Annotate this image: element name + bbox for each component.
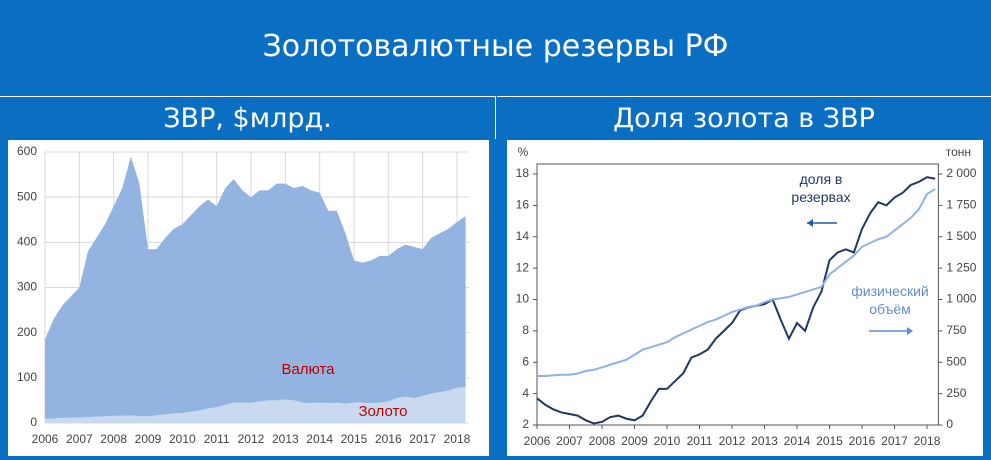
y2-tick-label: 750 — [946, 323, 966, 337]
x-tick-label: 2006 — [524, 434, 551, 448]
y-tick-label: 12 — [516, 260, 530, 274]
y-axis-label: % — [518, 145, 529, 159]
arrow-head — [907, 327, 913, 335]
x-tick-label: 2016 — [849, 434, 876, 448]
y-tick-label: 10 — [516, 292, 530, 306]
x-tick-label: 2014 — [306, 432, 333, 446]
x-tick-label: 2010 — [654, 434, 681, 448]
series-label: Валюта — [281, 361, 335, 378]
y2-tick-label: 2 000 — [946, 166, 976, 180]
panel-title: ЗВР, $млрд. — [0, 96, 496, 139]
x-tick-label: 2011 — [687, 434, 713, 448]
y-tick-label: 6 — [522, 354, 529, 368]
panel-title: Доля золота в ЗВР — [497, 96, 991, 139]
y-tick-label: 400 — [17, 235, 37, 249]
y-tick-label: 8 — [522, 323, 529, 337]
arrow-head — [807, 219, 813, 227]
y-tick-label: 16 — [516, 198, 530, 212]
x-tick-label: 2008 — [100, 432, 127, 446]
series-label: физический объём — [851, 283, 929, 317]
x-tick-label: 2008 — [589, 434, 616, 448]
y2-tick-label: 250 — [946, 386, 966, 400]
chart: 2 4 6 8 10 12 14 16 18 0 250 500 750 1 000 1 250 1 500 1… — [516, 145, 977, 448]
x-tick-label: 2007 — [66, 432, 93, 446]
x-tick-label: 2017 — [881, 434, 908, 448]
y2-tick-label: 500 — [946, 354, 966, 368]
x-tick-label: 2010 — [169, 432, 196, 446]
x-tick-label: 2009 — [135, 432, 162, 446]
series-label: Золото — [358, 403, 407, 420]
plot-frame — [536, 163, 939, 426]
chart: 0 100 200 300 400 500 600 2006 2007 2008 2009 2010 2… — [17, 144, 471, 446]
series-label: доля в резервах — [791, 171, 851, 205]
x-tick-label: 2018 — [444, 432, 471, 446]
x-tick-label: 2013 — [272, 432, 299, 446]
y-tick-label: 600 — [17, 144, 37, 158]
y2-tick-label: 1 500 — [946, 229, 976, 243]
y-tick-label: 500 — [17, 189, 37, 203]
y2-axis-label: тонн — [946, 145, 971, 159]
y2-tick-label: 0 — [946, 417, 953, 431]
y-tick-label: 0 — [30, 415, 37, 429]
panel: 2 4 6 8 10 12 14 16 18 0 250 500 750 1 000 1 250 1 500 1… — [507, 140, 983, 456]
x-tick-label: 2009 — [621, 434, 648, 448]
x-tick-label: 2013 — [751, 434, 778, 448]
area — [45, 156, 466, 419]
x-tick-label: 2018 — [914, 434, 941, 448]
y-tick-label: 4 — [522, 386, 529, 400]
x-tick-label: 2015 — [816, 434, 843, 448]
y2-tick-label: 1 000 — [946, 292, 976, 306]
y-tick-label: 18 — [516, 166, 530, 180]
y-tick-label: 100 — [17, 370, 37, 384]
x-tick-label: 2017 — [409, 432, 436, 446]
y-tick-label: 14 — [516, 229, 530, 243]
x-tick-label: 2007 — [556, 434, 583, 448]
y-tick-label: 300 — [17, 280, 37, 294]
line — [537, 188, 936, 378]
x-tick-label: 2015 — [341, 432, 368, 446]
y2-tick-label: 1 750 — [946, 198, 976, 212]
y2-tick-label: 1 250 — [946, 260, 976, 274]
x-tick-label: 2012 — [238, 432, 265, 446]
x-tick-label: 2016 — [375, 432, 402, 446]
y-tick-label: 200 — [17, 325, 37, 339]
page-title: Золотовалютные резервы РФ — [262, 29, 729, 64]
y-tick-label: 2 — [522, 417, 529, 431]
x-tick-label: 2014 — [784, 434, 811, 448]
x-tick-label: 2006 — [32, 432, 59, 446]
area — [45, 386, 466, 423]
x-tick-label: 2011 — [204, 432, 230, 446]
line — [536, 176, 936, 425]
x-tick-label: 2012 — [719, 434, 746, 448]
panel: 0 100 200 300 400 500 600 2006 2007 2008 2009 2010 2… — [8, 140, 489, 456]
